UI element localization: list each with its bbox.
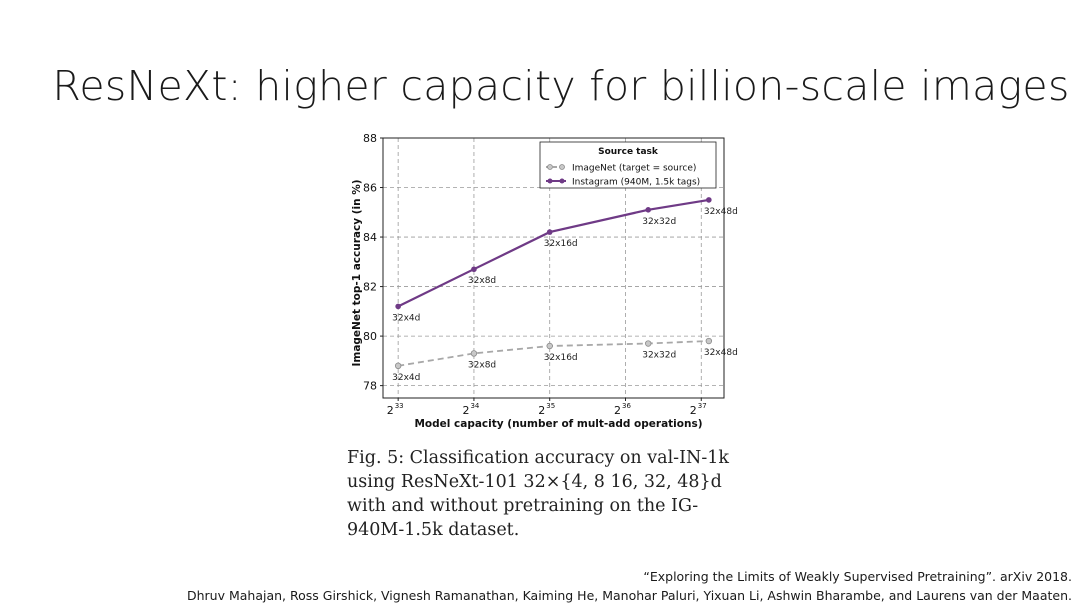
data-point	[705, 337, 713, 345]
legend-swatch-marker	[547, 178, 553, 184]
plot-frame	[382, 137, 725, 399]
caption-line: 940M-1.5k dataset.	[347, 520, 520, 540]
y-tick-label: 78	[363, 380, 377, 393]
y-tick-label: 84	[363, 231, 377, 244]
slide-title: ResNeXt: higher capacity for billion-sca…	[52, 62, 1070, 110]
citation: “Exploring the Limits of Weakly Supervis…	[187, 567, 1072, 605]
x-tick-label: 234	[462, 402, 479, 417]
legend-swatch-marker	[559, 178, 565, 184]
x-tick-exponent: 36	[622, 402, 631, 410]
citation-paper: “Exploring the Limits of Weakly Supervis…	[643, 569, 1072, 584]
x-tick-label: 237	[690, 402, 707, 417]
legend-label: ImageNet (target = source)	[572, 164, 696, 174]
caption-line: with and without pretraining on the IG-	[347, 496, 699, 516]
x-tick-label: 233	[387, 402, 404, 417]
data-point	[645, 340, 652, 347]
point-label: 32x16d	[544, 239, 578, 249]
point-label: 32x32d	[642, 217, 676, 227]
legend-title: Source task	[598, 147, 659, 157]
data-point	[395, 303, 401, 310]
x-tick-exponent: 33	[395, 402, 404, 410]
caption-line: Fig. 5: Classification accuracy on val-I…	[347, 448, 729, 468]
y-axis-label: ImageNet top-1 accuracy (in %)	[351, 179, 363, 366]
figure-caption: Fig. 5: Classification accuracy on val-I…	[347, 446, 737, 542]
point-label: 32x48d	[704, 207, 738, 217]
point-label: 32x4d	[392, 313, 420, 323]
x-tick-label: 236	[614, 402, 631, 417]
point-label: 32x48d	[704, 348, 738, 358]
legend-swatch-marker	[559, 164, 565, 170]
legend-label: Instagram (940M, 1.5k tags)	[572, 178, 700, 188]
y-tick-label: 82	[363, 281, 377, 294]
legend-swatch-marker	[547, 164, 553, 170]
y-tick-label: 88	[363, 132, 377, 145]
x-tick-exponent: 34	[470, 402, 479, 410]
caption-line: using ResNeXt-101 32×{4, 8 16, 32, 48}d	[347, 472, 722, 492]
y-tick-label: 80	[363, 330, 377, 343]
point-label: 32x8d	[468, 360, 496, 370]
point-label: 32x16d	[544, 353, 578, 363]
point-label: 32x4d	[392, 373, 420, 383]
point-label: 32x8d	[468, 276, 496, 286]
data-point	[470, 350, 478, 357]
point-label: 32x32d	[642, 351, 676, 361]
data-point	[645, 207, 652, 213]
citation-authors: Dhruv Mahajan, Ross Girshick, Vignesh Ra…	[186, 588, 1072, 603]
x-tick-label: 235	[538, 402, 555, 417]
y-tick-label: 86	[363, 182, 377, 195]
x-tick-exponent: 37	[698, 402, 707, 410]
data-point	[471, 266, 477, 273]
legend-box	[539, 141, 717, 189]
data-point	[546, 229, 553, 235]
x-axis-label: Model capacity (number of mult-add opera…	[414, 418, 702, 430]
data-point	[706, 197, 712, 203]
data-point	[394, 362, 402, 370]
x-tick-exponent: 35	[546, 402, 555, 410]
data-point	[546, 342, 553, 350]
